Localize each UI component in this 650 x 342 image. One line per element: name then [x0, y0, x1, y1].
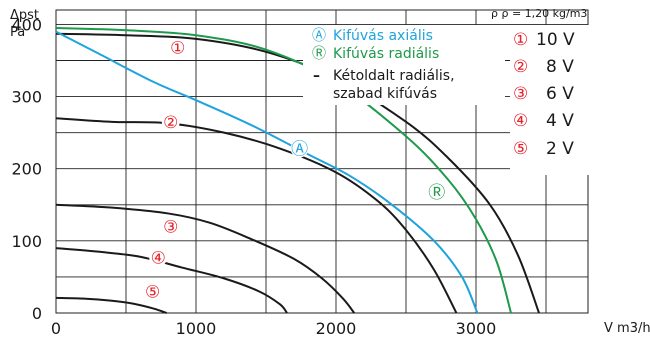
y-tick-label: 300 — [11, 88, 42, 107]
y-tick-label: 400 — [11, 15, 42, 34]
legend-black-symbol: – — [313, 68, 320, 84]
voltage-label-1: 10 V — [536, 30, 575, 50]
density-note: ρ ρ = 1,20 kg/m3 — [491, 7, 587, 20]
curve-label-halo — [168, 38, 187, 57]
curve-axial-10v — [55, 30, 479, 314]
voltage-mark-4: ④ — [513, 111, 528, 131]
curve-black-2v — [55, 296, 167, 314]
y-tick-label: 0 — [32, 304, 42, 323]
y-axis-label-line2: Pa — [10, 25, 25, 40]
x-tick-label: 2000 — [316, 319, 357, 338]
voltage-label-2: 8 V — [546, 57, 574, 77]
legend-axial-label: Kifúvás axiális — [333, 28, 433, 44]
voltage-legend: ① 10 V ② 8 V ③ 6 V ④ 4 V ⑤ 2 V — [513, 30, 575, 159]
legend-radial-symbol: Ⓡ — [312, 46, 326, 62]
x-tick-label: 1000 — [176, 319, 217, 338]
voltage-mark-3: ③ — [513, 84, 528, 104]
curve-label: ④ — [151, 248, 166, 268]
voltage-mark-5: ⑤ — [513, 139, 528, 159]
curve-black-6v — [55, 203, 355, 314]
tick-labels: 0 1000 2000 3000 0 100 200 300 400 — [11, 15, 496, 338]
curve-label-halo — [143, 282, 162, 301]
curve-label: ① — [170, 39, 185, 59]
legend-black-label: Kétoldalt radiális, — [333, 68, 455, 84]
y-tick-label: 200 — [11, 160, 42, 179]
curve-black-8v — [55, 117, 458, 314]
legend-axial-symbol: Ⓐ — [312, 28, 326, 44]
curve-label-halo — [427, 182, 446, 201]
voltage-label-5: 2 V — [546, 139, 574, 159]
curve-label-halo — [290, 139, 309, 158]
curve-label: ② — [163, 113, 178, 133]
curve-black-4v — [55, 247, 288, 314]
x-tick-label: 3000 — [456, 319, 497, 338]
x-axis-label: V m3/h — [604, 321, 650, 336]
legend-black-label-2: szabad kifúvás — [333, 86, 437, 102]
curve-label-halo — [149, 248, 168, 267]
legend: Ⓐ Kifúvás axiális Ⓡ Kifúvás radiális – K… — [312, 28, 455, 102]
x-tick-label: 0 — [51, 319, 61, 338]
curve-label-halo — [161, 112, 180, 131]
voltage-mark-1: ① — [513, 30, 528, 50]
curve-labels: ① ② ③ ④ ⑤ Ⓐ Ⓡ — [143, 38, 446, 302]
voltage-label-3: 6 V — [546, 84, 574, 104]
legend-radial-label: Kifúvás radiális — [333, 46, 439, 62]
curve-label-halo — [161, 217, 180, 236]
curve-label: ⑤ — [145, 282, 160, 302]
voltage-label-4: 4 V — [546, 111, 574, 131]
curve-label: Ⓡ — [428, 183, 445, 203]
curve-label: Ⓐ — [291, 140, 308, 160]
y-tick-label: 100 — [11, 232, 42, 251]
curve-label: ③ — [163, 217, 178, 237]
legend-background — [303, 25, 505, 105]
voltage-legend-background — [510, 25, 590, 175]
voltage-mark-2: ② — [513, 57, 528, 77]
y-axis-label-line1: Δpst — [10, 8, 39, 23]
